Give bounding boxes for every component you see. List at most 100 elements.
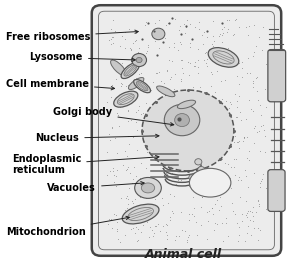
Point [242,135,247,139]
Point [247,24,252,28]
Point [206,171,210,175]
Point [261,172,266,176]
Point [228,100,232,104]
Circle shape [142,90,234,171]
Point [122,29,127,34]
Point [247,71,252,75]
Point [237,225,242,229]
Point [115,228,120,233]
Point [132,165,137,169]
Point [170,210,175,215]
Point [128,46,132,50]
Point [255,226,260,230]
Point [166,45,171,49]
Point [200,195,205,199]
Point [220,21,224,26]
Point [107,217,112,222]
FancyBboxPatch shape [268,50,286,102]
Ellipse shape [121,62,139,79]
Point [240,219,245,223]
Point [172,72,177,76]
Circle shape [195,159,202,165]
Point [184,176,189,180]
Point [192,25,197,29]
Point [128,118,133,122]
Point [196,72,201,76]
Point [188,22,193,27]
Point [124,196,129,200]
Point [231,140,236,144]
Point [255,98,260,102]
Point [220,33,225,37]
Point [261,123,266,127]
Point [224,98,229,103]
Point [110,83,115,87]
Point [115,220,119,224]
Point [135,191,139,195]
Point [206,114,211,118]
Point [259,48,264,52]
Point [223,78,228,82]
Point [145,49,150,53]
Ellipse shape [111,60,126,76]
Point [228,186,233,190]
Point [244,215,249,219]
Text: Golgi body: Golgi body [53,107,174,126]
Point [225,234,230,239]
Point [258,149,263,153]
Point [180,228,185,233]
Point [133,93,138,97]
Point [254,44,259,48]
Circle shape [189,174,196,181]
Point [204,61,208,65]
Point [110,125,115,129]
Point [176,97,181,101]
Point [181,22,186,26]
Point [246,149,251,153]
Point [207,209,212,213]
Point [201,191,206,195]
Point [213,90,218,94]
Point [247,209,252,213]
Point [254,89,259,93]
Point [228,165,233,169]
Point [170,139,175,143]
Point [136,227,141,231]
Point [247,218,252,222]
Point [159,137,164,141]
Point [192,214,196,218]
Point [183,25,188,29]
Point [175,154,179,158]
Point [220,157,224,161]
Point [242,135,247,140]
Point [244,174,249,179]
Point [213,221,217,225]
Point [110,40,115,45]
Point [251,23,256,27]
Point [237,61,242,65]
Point [232,61,237,65]
Point [207,138,212,142]
Point [245,70,250,75]
Point [171,149,176,153]
Point [263,186,268,190]
Point [219,27,224,31]
Point [175,131,180,135]
Point [263,62,268,66]
Point [239,177,243,182]
Point [166,178,171,182]
Point [186,233,191,237]
Point [142,23,147,27]
Point [157,229,162,233]
Point [252,126,257,130]
Point [233,212,237,217]
Point [245,33,250,37]
Point [251,214,255,218]
Point [176,178,180,182]
Point [224,216,229,221]
Point [109,37,114,41]
Point [108,27,113,31]
Point [114,227,119,232]
Point [147,105,152,110]
Point [249,107,253,111]
